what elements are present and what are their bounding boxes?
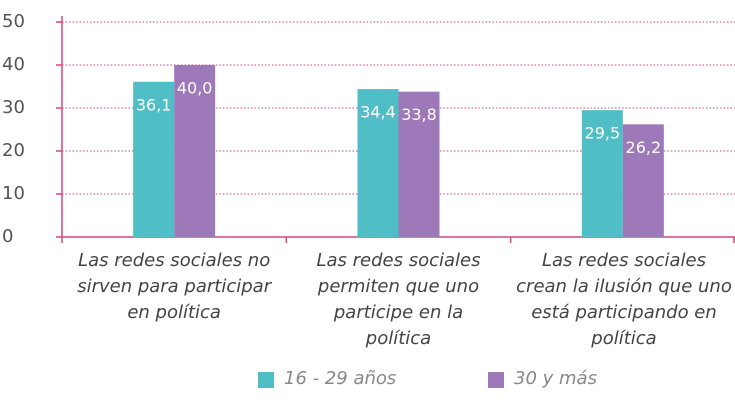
bar: [133, 81, 175, 238]
y-tick-label: 10: [2, 183, 25, 204]
bar: [581, 110, 623, 237]
y-tick-label: 50: [2, 11, 25, 32]
y-tick-label: 30: [2, 97, 25, 118]
legend-swatch: [258, 372, 274, 388]
value-label: 34,4: [360, 103, 396, 122]
value-label: 40,0: [177, 79, 213, 98]
bar: [622, 124, 664, 237]
x-tick-label: Las redes sociales permiten que uno part…: [316, 250, 481, 349]
legend-label: 16 - 29 años: [284, 368, 397, 389]
legend-label: 30 y más: [514, 368, 597, 389]
value-label: 29,5: [585, 124, 621, 143]
y-tick-label: 0: [2, 226, 13, 247]
bar: [357, 89, 399, 237]
y-tick-label: 40: [2, 54, 25, 75]
value-label: 26,2: [626, 138, 662, 157]
legend-swatch: [488, 372, 504, 388]
value-label: 36,1: [136, 95, 172, 114]
bar: [174, 65, 216, 237]
x-tick-label: Las redes sociales no sirven para partic…: [77, 250, 272, 323]
value-label: 33,8: [401, 105, 437, 124]
bar: [398, 91, 440, 237]
y-tick-label: 20: [2, 140, 25, 161]
x-tick-label: Las redes sociales crean la ilusión que …: [516, 250, 732, 349]
